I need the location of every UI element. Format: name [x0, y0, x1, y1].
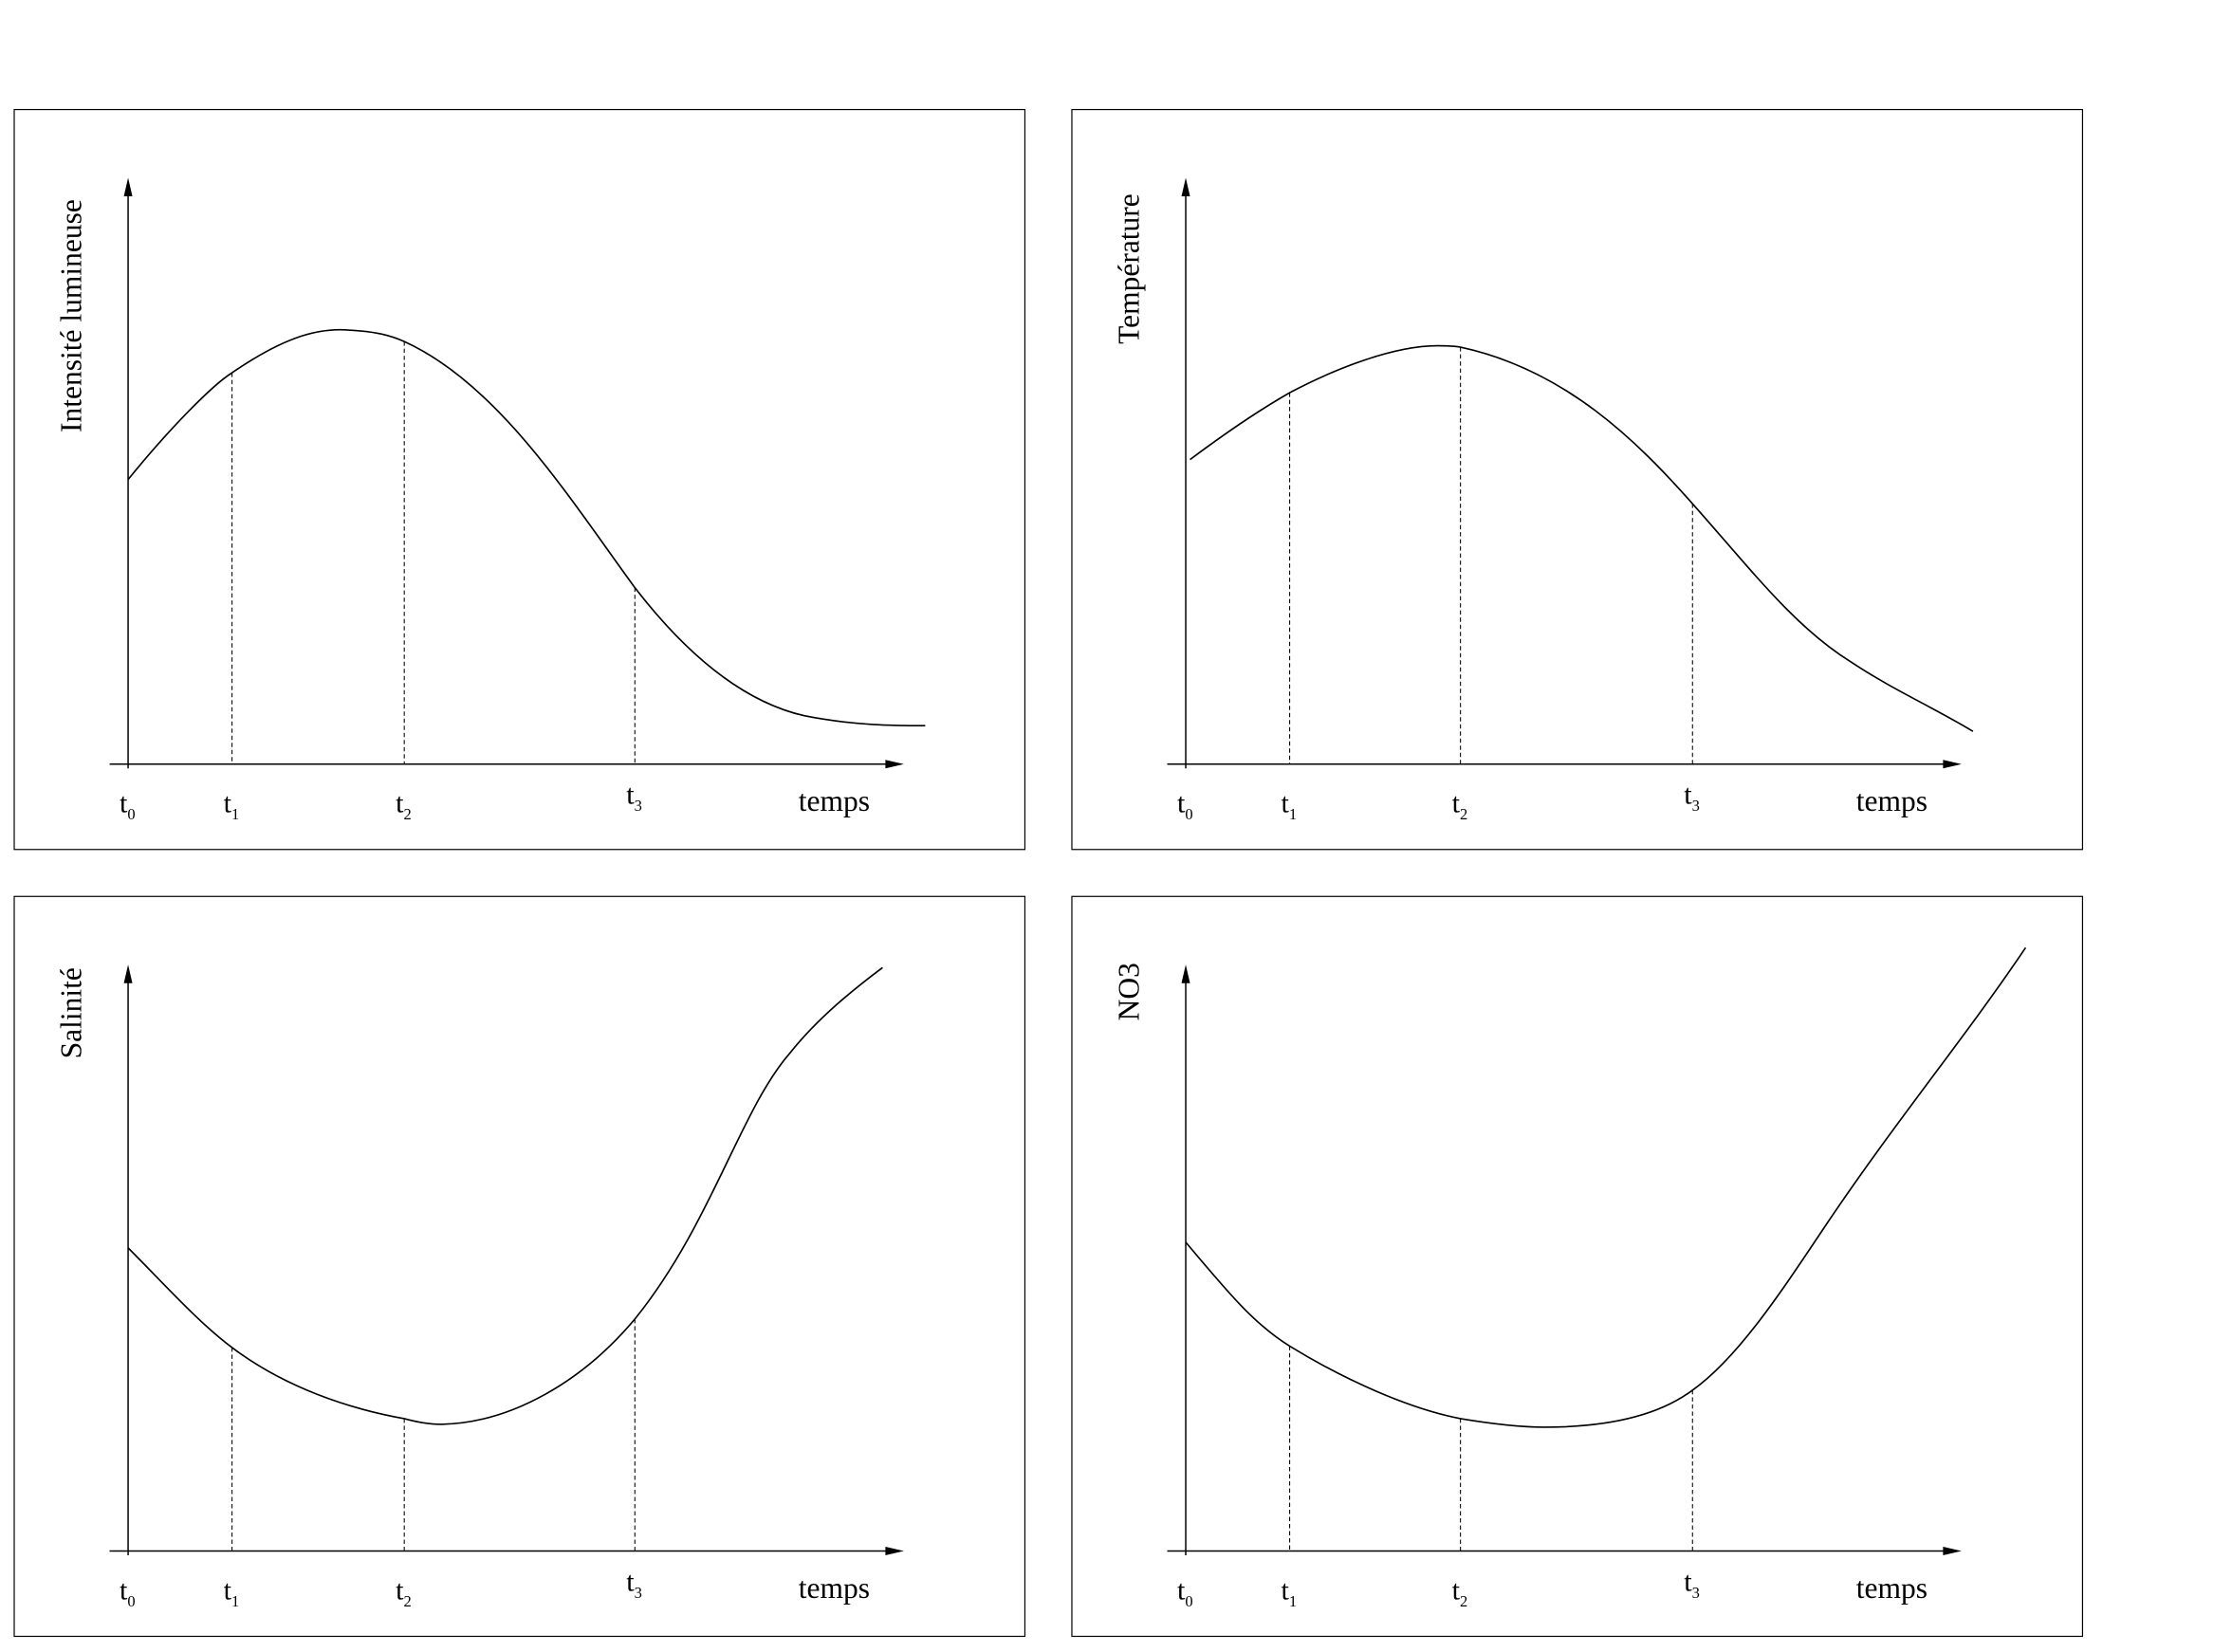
time-label: t2 — [396, 1574, 412, 1610]
y-axis-label: Intensité lumineuse — [55, 199, 88, 432]
panel-frame — [1071, 895, 2084, 1638]
panel-frame — [13, 895, 1026, 1638]
time-index: 1 — [1289, 1592, 1297, 1610]
time-index: 3 — [635, 797, 642, 815]
time-letter: t — [1282, 788, 1290, 819]
time-label: t1 — [224, 788, 240, 824]
time-index: 2 — [404, 1592, 412, 1610]
time-letter: t — [626, 1566, 635, 1597]
x-axis-label: temps — [799, 784, 870, 817]
y-axis-label: NO3 — [1113, 963, 1146, 1020]
time-index: 2 — [404, 805, 412, 823]
time-label: t3 — [626, 780, 642, 816]
curve — [1190, 344, 1974, 732]
time-letter: t — [396, 1574, 404, 1606]
x-axis-label: temps — [1856, 784, 1928, 817]
time-letter: t — [1684, 1566, 1692, 1597]
time-label: t1 — [1282, 788, 1298, 824]
time-label: t1 — [224, 1574, 240, 1610]
time-index: 0 — [127, 1592, 135, 1610]
time-label: t1 — [1282, 1574, 1298, 1610]
time-index: 1 — [231, 1592, 239, 1610]
time-letter: t — [1177, 1574, 1186, 1606]
time-letter: t — [1452, 1574, 1461, 1606]
time-index: 2 — [1460, 805, 1467, 823]
panel-frame — [13, 108, 1026, 851]
curve — [127, 966, 883, 1425]
time-label: t0 — [1177, 1574, 1193, 1610]
x-axis-label: temps — [1856, 1571, 1928, 1605]
time-letter: t — [120, 788, 128, 819]
time-label: t2 — [1452, 788, 1468, 824]
time-index: 0 — [127, 805, 135, 823]
curve — [1185, 946, 2027, 1428]
time-label: t3 — [1684, 780, 1700, 816]
time-index: 1 — [1289, 805, 1297, 823]
time-index: 2 — [1460, 1592, 1467, 1610]
y-axis-arrow — [123, 964, 133, 983]
x-axis-arrow — [885, 1546, 904, 1555]
y-axis-arrow — [1181, 964, 1190, 983]
time-index: 3 — [1692, 797, 1700, 815]
time-index: 3 — [635, 1584, 642, 1602]
time-label: t0 — [1177, 788, 1193, 824]
time-label: t0 — [120, 788, 136, 824]
time-letter: t — [626, 780, 635, 811]
x-axis-label: temps — [799, 1571, 870, 1605]
curve — [127, 328, 926, 727]
panel-frame — [1071, 108, 2084, 851]
time-letter: t — [396, 788, 404, 819]
x-axis-arrow — [885, 760, 904, 769]
y-axis-arrow — [1181, 177, 1190, 197]
time-label: t3 — [626, 1566, 642, 1602]
time-letter: t — [1282, 1574, 1290, 1606]
time-label: t2 — [1452, 1574, 1468, 1610]
y-axis-arrow — [123, 177, 133, 197]
y-axis-label: Salinité — [55, 967, 88, 1058]
time-index: 0 — [1185, 805, 1192, 823]
time-letter: t — [1684, 780, 1692, 811]
time-label: t0 — [120, 1574, 136, 1610]
y-axis-label: Température — [1113, 193, 1146, 344]
x-axis-arrow — [1943, 1546, 1962, 1555]
time-letter: t — [224, 1574, 232, 1606]
x-axis-arrow — [1943, 760, 1962, 769]
time-letter: t — [120, 1574, 128, 1606]
time-letter: t — [1452, 788, 1461, 819]
time-letter: t — [224, 788, 232, 819]
time-label: t3 — [1684, 1566, 1700, 1602]
time-index: 0 — [1185, 1592, 1192, 1610]
time-label: t2 — [396, 788, 412, 824]
time-letter: t — [1177, 788, 1186, 819]
time-index: 1 — [231, 805, 239, 823]
time-index: 3 — [1692, 1584, 1700, 1602]
